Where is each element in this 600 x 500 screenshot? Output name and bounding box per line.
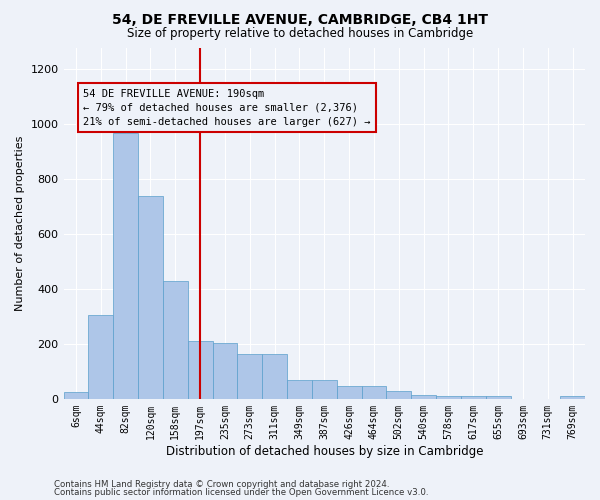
Text: Contains public sector information licensed under the Open Government Licence v3: Contains public sector information licen… xyxy=(54,488,428,497)
Bar xyxy=(138,196,163,399)
Text: Size of property relative to detached houses in Cambridge: Size of property relative to detached ho… xyxy=(127,28,473,40)
Text: 54 DE FREVILLE AVENUE: 190sqm
← 79% of detached houses are smaller (2,376)
21% o: 54 DE FREVILLE AVENUE: 190sqm ← 79% of d… xyxy=(83,88,371,126)
Bar xyxy=(312,380,337,399)
Bar xyxy=(64,392,88,399)
Bar xyxy=(485,396,511,399)
Bar xyxy=(436,396,461,399)
Bar xyxy=(560,396,585,399)
Bar xyxy=(238,354,262,399)
Bar xyxy=(113,132,138,399)
Bar xyxy=(287,380,312,399)
Bar xyxy=(212,342,238,399)
Bar xyxy=(386,390,411,399)
Text: Contains HM Land Registry data © Crown copyright and database right 2024.: Contains HM Land Registry data © Crown c… xyxy=(54,480,389,489)
Text: 54, DE FREVILLE AVENUE, CAMBRIDGE, CB4 1HT: 54, DE FREVILLE AVENUE, CAMBRIDGE, CB4 1… xyxy=(112,12,488,26)
X-axis label: Distribution of detached houses by size in Cambridge: Distribution of detached houses by size … xyxy=(166,444,483,458)
Bar xyxy=(188,341,212,399)
Bar xyxy=(163,281,188,399)
Bar xyxy=(262,354,287,399)
Bar xyxy=(461,396,485,399)
Bar xyxy=(362,386,386,399)
Bar xyxy=(337,386,362,399)
Y-axis label: Number of detached properties: Number of detached properties xyxy=(15,136,25,311)
Bar xyxy=(88,315,113,399)
Bar xyxy=(411,394,436,399)
